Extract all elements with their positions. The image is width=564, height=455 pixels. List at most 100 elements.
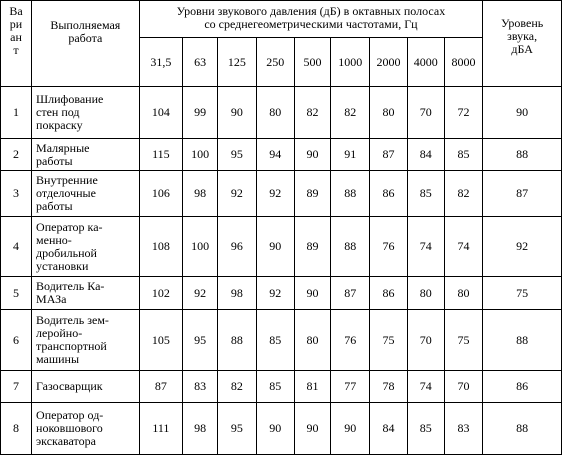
work-text-line: Оператор ка- <box>36 219 103 234</box>
variant-column-header: Ва ри ан т <box>0 0 33 87</box>
frequency-header: 125 <box>217 37 257 87</box>
work-text-line: дробильной <box>36 245 97 260</box>
pressure-value-cell: 85 <box>443 138 484 171</box>
sound-level-cell: 88 <box>482 138 562 171</box>
table-row: 6 Водитель зем-леройно-транспортной машины… <box>0 309 562 371</box>
pressure-value-cell: 74 <box>406 216 445 277</box>
work-text-line: Водитель зем- <box>36 313 109 327</box>
pressure-value-cell: 98 <box>182 170 219 217</box>
pressure-value-cell: 80 <box>369 86 408 139</box>
pressure-value-cell: 92 <box>255 276 295 310</box>
variant-cell: 8 <box>0 402 33 455</box>
pressure-value-cell: 92 <box>182 276 219 310</box>
header-text-line: Уровни звукового давления (дБ) в октавны… <box>176 4 446 18</box>
pressure-value-cell: 91 <box>330 138 371 171</box>
header-text-line: дБА <box>511 42 533 56</box>
pressure-value-cell: 88 <box>330 170 371 217</box>
frequency-header: 500 <box>293 37 332 87</box>
pressure-value-cell: 70 <box>406 86 445 139</box>
frequency-header: 8000 <box>443 37 484 87</box>
work-text-line: Оператор од- <box>36 408 104 422</box>
pressure-value-cell: 82 <box>293 86 332 139</box>
work-cell: Малярные работы <box>31 138 140 171</box>
variant-cell: 1 <box>0 86 33 139</box>
work-text-line: машины <box>36 352 80 366</box>
pressure-value-cell: 80 <box>293 309 332 371</box>
header-text-line: работа <box>68 31 103 45</box>
sound-level-column-header: Уровень звука, дБА <box>482 0 562 87</box>
work-cell: Водитель зем-леройно-транспортной машины <box>31 309 140 371</box>
header-row-top: Ва ри ан т Выполняемая работа Уровни зву… <box>0 0 562 87</box>
work-text-line: установки <box>36 258 89 273</box>
header-text-line: со среднегеометрическими частотами, Гц <box>204 17 418 31</box>
pressure-value-cell: 96 <box>217 216 257 277</box>
pressure-value-cell: 83 <box>182 370 219 403</box>
pressure-value-cell: 86 <box>369 170 408 217</box>
work-column-header: Выполняемая работа <box>31 0 140 87</box>
pressure-value-cell: 75 <box>443 309 484 371</box>
pressure-value-cell: 70 <box>406 309 445 371</box>
table-row: 7 Газосварщик 87 83 82 85 81 77 78 74 70 86 <box>0 370 562 403</box>
sound-level-cell: 86 <box>482 370 562 403</box>
pressure-value-cell: 102 <box>138 276 184 310</box>
pressure-value-cell: 90 <box>293 276 332 310</box>
pressure-value-cell: 98 <box>182 402 219 455</box>
pressure-value-cell: 82 <box>330 86 371 139</box>
pressure-value-cell: 84 <box>406 138 445 171</box>
pressure-value-cell: 80 <box>443 276 484 310</box>
pressure-value-cell: 74 <box>406 370 445 403</box>
pressure-value-cell: 90 <box>255 402 295 455</box>
table-row: 2 Малярные работы 115 100 95 94 90 91 87 84 85 88 <box>0 138 562 171</box>
pressure-value-cell: 76 <box>330 309 371 371</box>
pressure-value-cell: 75 <box>369 309 408 371</box>
work-text-line: стен под <box>36 105 80 119</box>
pressure-value-cell: 78 <box>369 370 408 403</box>
header-text-line: ри <box>9 17 23 31</box>
sound-level-cell: 92 <box>482 216 562 277</box>
table-body: 1 Шлифование стен под покраску 104 99 90 80 82 82… <box>0 86 562 455</box>
pressure-value-cell: 70 <box>443 370 484 403</box>
header-text-line: Ва <box>9 4 23 18</box>
sound-level-cell: 90 <box>482 86 562 139</box>
frequency-header: 31,5 <box>138 37 184 87</box>
pressure-value-cell: 90 <box>293 138 332 171</box>
header-row-frequencies: 31,5 63 125 250 500 1000 2000 4000 8000 <box>1 37 562 87</box>
work-text-line: отделочные <box>36 186 96 200</box>
table-row: 3 Внутренние отделочные работы 106 98 92 92 89 88… <box>0 170 562 217</box>
variant-cell: 5 <box>0 276 33 310</box>
frequency-header: 1000 <box>330 37 371 87</box>
table-header: Ва ри ан т Выполняемая работа Уровни зву… <box>0 0 562 87</box>
sound-level-cell: 87 <box>482 170 562 217</box>
work-text-line: МАЗа <box>36 292 67 306</box>
pressure-value-cell: 85 <box>255 370 295 403</box>
table-row: 8 Оператор од-ноковшового экскаватора 111 98… <box>0 402 562 455</box>
pressure-value-cell: 86 <box>369 276 408 310</box>
frequency-header: 63 <box>182 37 219 87</box>
pressure-value-cell: 83 <box>443 402 484 455</box>
variant-cell: 7 <box>0 370 33 403</box>
pressure-value-cell: 87 <box>369 138 408 171</box>
variant-cell: 2 <box>0 138 33 171</box>
header-text-line: т <box>13 43 19 57</box>
pressure-value-cell: 74 <box>443 216 484 277</box>
work-cell: Водитель Ка- МАЗа <box>31 276 140 310</box>
work-text-line: работы <box>36 153 73 168</box>
header-text-line: Уровень <box>500 16 544 30</box>
pressure-value-cell: 92 <box>217 170 257 217</box>
pressure-value-cell: 105 <box>138 309 184 371</box>
header-text-line: звука, <box>507 29 538 43</box>
work-cell: Оператор од-ноковшового экскаватора <box>31 402 140 455</box>
pressure-value-cell: 92 <box>255 170 295 217</box>
pressure-value-cell: 84 <box>369 402 408 455</box>
variant-cell: 4 <box>0 216 33 277</box>
pressure-value-cell: 104 <box>138 86 184 139</box>
header-text-line: ан <box>10 30 22 44</box>
pressure-value-cell: 89 <box>293 170 332 217</box>
octave-levels-header: Уровни звукового давления (дБ) в октавны… <box>138 0 484 38</box>
pressure-value-cell: 85 <box>406 170 445 217</box>
work-text-line: транспортной <box>36 339 107 353</box>
variant-cell: 6 <box>0 309 33 371</box>
work-text-line: менно- <box>36 232 72 247</box>
pressure-value-cell: 82 <box>443 170 484 217</box>
